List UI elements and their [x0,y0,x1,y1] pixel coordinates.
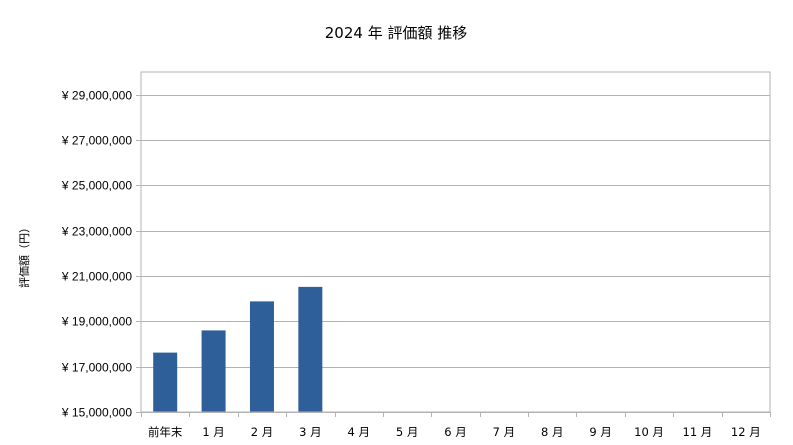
x-tick-label: 1 月 [202,425,224,439]
chart-title: 2024 年 評価額 推移 [325,24,467,42]
x-tick-label: 8 月 [541,425,563,439]
x-tick-label: 5 月 [396,425,418,439]
axes [136,71,771,417]
bar [249,301,274,412]
x-tick-label: 前年末 [148,425,183,439]
y-tick-label: ¥ 19,000,000 [61,315,132,329]
bars [153,286,323,412]
y-tick-label: ¥ 27,000,000 [61,134,132,148]
y-tick-labels: ¥ 15,000,000 ¥ 17,000,000 ¥ 19,000,000 ¥ 21… [61,89,132,420]
y-tick-label: ¥ 21,000,000 [61,270,132,284]
y-axis-label: 評価額（円） [17,222,31,288]
x-tick-labels: 前年末 1 月 2 月 3 月 4 月 5 月 6 月 7 月 8 月 9 月 10 月 11 月 12… [148,425,761,439]
x-tick-label: 12 月 [731,425,761,439]
x-tick-label: 6 月 [444,425,466,439]
y-tick-label: ¥ 17,000,000 [61,361,132,375]
y-tick-label: ¥ 29,000,000 [61,89,132,103]
bar [298,286,323,412]
y-tick-label: ¥ 23,000,000 [61,225,132,239]
x-tick-label: 3 月 [299,425,321,439]
bar [153,352,178,412]
x-tick-label: 7 月 [493,425,515,439]
x-tick-label: 11 月 [683,425,713,439]
x-tick-label: 10 月 [634,425,664,439]
bar [201,330,226,412]
x-tick-label: 4 月 [347,425,369,439]
y-tick-label: ¥ 15,000,000 [61,406,132,420]
x-tick-label: 2 月 [251,425,273,439]
plot-area-border [140,71,771,413]
y-tick-label: ¥ 25,000,000 [61,179,132,193]
x-tick-label: 9 月 [589,425,611,439]
gridlines [141,95,770,413]
